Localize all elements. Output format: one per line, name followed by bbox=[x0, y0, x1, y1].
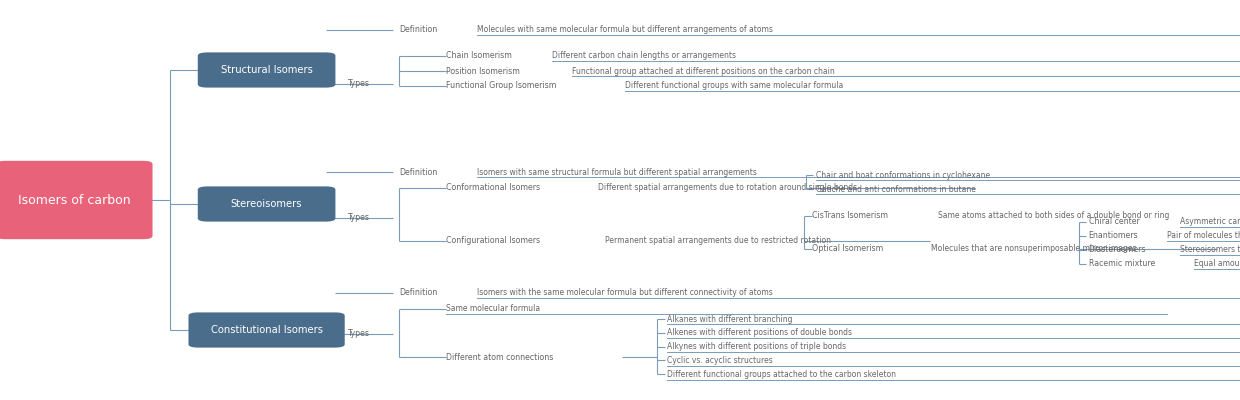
Text: Alkynes with different positions of triple bonds: Alkynes with different positions of trip… bbox=[667, 342, 846, 351]
Text: Isomers with the same molecular formula but different connectivity of atoms: Isomers with the same molecular formula … bbox=[477, 288, 774, 297]
Text: Types: Types bbox=[347, 214, 370, 222]
Text: Types: Types bbox=[347, 330, 370, 338]
Text: Different atom connections: Different atom connections bbox=[446, 353, 554, 362]
Text: Stereoisomers that are not mirror images: Stereoisomers that are not mirror images bbox=[1180, 246, 1240, 254]
Text: Stereoisomers: Stereoisomers bbox=[231, 199, 303, 209]
Text: Alkenes with different positions of double bonds: Alkenes with different positions of doub… bbox=[667, 328, 852, 337]
Text: Enantiomers: Enantiomers bbox=[1089, 232, 1138, 240]
Text: Different spatial arrangements due to rotation around single bonds: Different spatial arrangements due to ro… bbox=[599, 184, 858, 192]
Text: Molecules that are nonsuperimposable mirror images: Molecules that are nonsuperimposable mir… bbox=[931, 244, 1137, 253]
FancyBboxPatch shape bbox=[197, 52, 335, 88]
Text: Position Isomerism: Position Isomerism bbox=[446, 67, 521, 76]
FancyBboxPatch shape bbox=[188, 312, 345, 348]
Text: Conformational Isomers: Conformational Isomers bbox=[446, 184, 541, 192]
Text: Configurational Isomers: Configurational Isomers bbox=[446, 236, 541, 245]
FancyBboxPatch shape bbox=[197, 186, 335, 222]
Text: Chair and boat conformations in cyclohexane: Chair and boat conformations in cyclohex… bbox=[816, 171, 990, 180]
Text: Isomers with same structural formula but different spatial arrangements: Isomers with same structural formula but… bbox=[477, 168, 758, 176]
Text: Structural Isomers: Structural Isomers bbox=[221, 65, 312, 75]
Text: Gauche and anti conformations in butane: Gauche and anti conformations in butane bbox=[816, 185, 976, 194]
Text: Same atoms attached to both sides of a double bond or ring: Same atoms attached to both sides of a d… bbox=[937, 212, 1169, 220]
Text: Optical Isomerism: Optical Isomerism bbox=[812, 244, 883, 253]
Text: CisTrans Isomerism: CisTrans Isomerism bbox=[812, 212, 888, 220]
Text: Definition: Definition bbox=[399, 288, 438, 297]
Text: Permanent spatial arrangements due to restricted rotation: Permanent spatial arrangements due to re… bbox=[605, 236, 831, 245]
Text: Constitutional Isomers: Constitutional Isomers bbox=[211, 325, 322, 335]
Text: Diastereomers: Diastereomers bbox=[1089, 246, 1146, 254]
Text: Pair of molecules that are mirror images but not superimposable: Pair of molecules that are mirror images… bbox=[1167, 232, 1240, 240]
Text: Functional group attached at different positions on the carbon chain: Functional group attached at different p… bbox=[572, 67, 835, 76]
Text: Cyclic vs. acyclic structures: Cyclic vs. acyclic structures bbox=[667, 356, 773, 365]
Text: Equal amounts of two enantiomers: Equal amounts of two enantiomers bbox=[1193, 260, 1240, 268]
FancyBboxPatch shape bbox=[0, 161, 153, 239]
Text: Chain Isomerism: Chain Isomerism bbox=[446, 52, 512, 60]
Text: Definition: Definition bbox=[399, 26, 438, 34]
Text: Same molecular formula: Same molecular formula bbox=[446, 304, 541, 313]
Text: Types: Types bbox=[347, 80, 370, 88]
Text: Definition: Definition bbox=[399, 168, 438, 176]
Text: Chiral center: Chiral center bbox=[1089, 218, 1140, 226]
Text: Racemic mixture: Racemic mixture bbox=[1089, 260, 1154, 268]
Text: Functional Group Isomerism: Functional Group Isomerism bbox=[446, 82, 557, 90]
Text: Asymmetric carbon atom bonded to four different groups: Asymmetric carbon atom bonded to four di… bbox=[1180, 218, 1240, 226]
Text: Isomers of carbon: Isomers of carbon bbox=[19, 194, 130, 206]
Text: Alkanes with different branching: Alkanes with different branching bbox=[667, 315, 792, 324]
Text: Different functional groups attached to the carbon skeleton: Different functional groups attached to … bbox=[667, 370, 897, 379]
Text: Different carbon chain lengths or arrangements: Different carbon chain lengths or arrang… bbox=[552, 52, 737, 60]
Text: Molecules with same molecular formula but different arrangements of atoms: Molecules with same molecular formula bu… bbox=[477, 26, 774, 34]
Text: Different functional groups with same molecular formula: Different functional groups with same mo… bbox=[625, 82, 843, 90]
